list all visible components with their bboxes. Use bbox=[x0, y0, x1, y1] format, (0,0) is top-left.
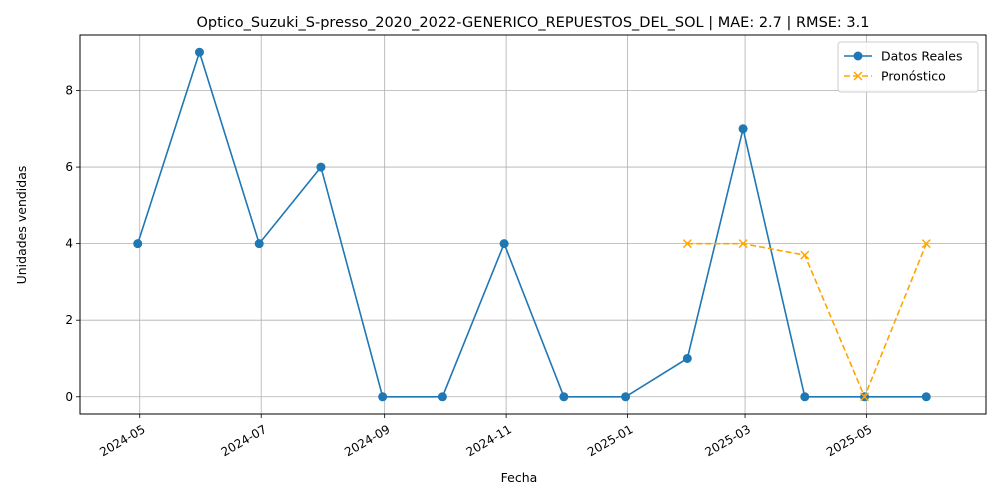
y-tick-label: 4 bbox=[65, 237, 73, 251]
data-point bbox=[738, 124, 748, 134]
y-tick-label: 0 bbox=[65, 390, 73, 404]
data-point bbox=[860, 392, 870, 402]
y-axis-ticks: 0 2 4 6 8 bbox=[65, 84, 80, 404]
x-tick-label: 2025-01 bbox=[585, 422, 635, 459]
data-point bbox=[621, 392, 631, 402]
data-point bbox=[559, 392, 569, 402]
data-point bbox=[682, 239, 692, 249]
data-point bbox=[738, 239, 748, 249]
data-point bbox=[800, 392, 810, 402]
legend-label: Datos Reales bbox=[881, 49, 962, 64]
legend-entry: Datos Reales bbox=[844, 49, 962, 64]
series-0 bbox=[133, 47, 931, 402]
legend: Datos Reales Pronóstico bbox=[837, 41, 979, 93]
data-point bbox=[316, 162, 326, 172]
data-point bbox=[499, 239, 509, 249]
chart-title: Optico_Suzuki_S-presso_2020_2022-GENERIC… bbox=[197, 15, 870, 31]
data-point bbox=[921, 239, 931, 249]
series-1 bbox=[682, 239, 931, 402]
legend-label: Pronóstico bbox=[881, 69, 946, 84]
data-point bbox=[921, 392, 931, 402]
data-point bbox=[194, 47, 204, 57]
series-layer bbox=[133, 47, 931, 402]
x-tick-label: 2025-03 bbox=[703, 422, 753, 459]
legend-marker bbox=[853, 51, 863, 61]
legend-box bbox=[837, 41, 979, 93]
data-point bbox=[378, 392, 388, 402]
data-point bbox=[254, 239, 264, 249]
legend-marker bbox=[853, 71, 863, 81]
y-tick-label: 6 bbox=[65, 160, 73, 174]
plot-frame bbox=[79, 34, 987, 415]
data-point bbox=[133, 239, 143, 249]
x-tick-label: 2024-09 bbox=[342, 422, 392, 459]
x-tick-label: 2024-07 bbox=[219, 422, 269, 459]
y-tick-label: 2 bbox=[65, 313, 73, 327]
x-axis-label: Fecha bbox=[501, 470, 538, 485]
x-tick-label: 2024-05 bbox=[97, 422, 147, 459]
x-axis-ticks: 2024-05 2024-07 2024-09 2024-11 2025-01 2025-… bbox=[97, 414, 874, 459]
legend-entry: Pronóstico bbox=[844, 69, 946, 84]
data-point bbox=[800, 250, 810, 260]
x-tick-label: 2024-11 bbox=[464, 422, 514, 459]
y-axis-label: Unidades vendidas bbox=[14, 166, 29, 285]
series-line bbox=[136, 49, 927, 398]
x-tick-label: 2025-05 bbox=[824, 422, 874, 459]
y-tick-label: 8 bbox=[65, 84, 73, 98]
data-point bbox=[437, 392, 447, 402]
data-point bbox=[682, 353, 692, 363]
grid-lines bbox=[80, 35, 986, 414]
